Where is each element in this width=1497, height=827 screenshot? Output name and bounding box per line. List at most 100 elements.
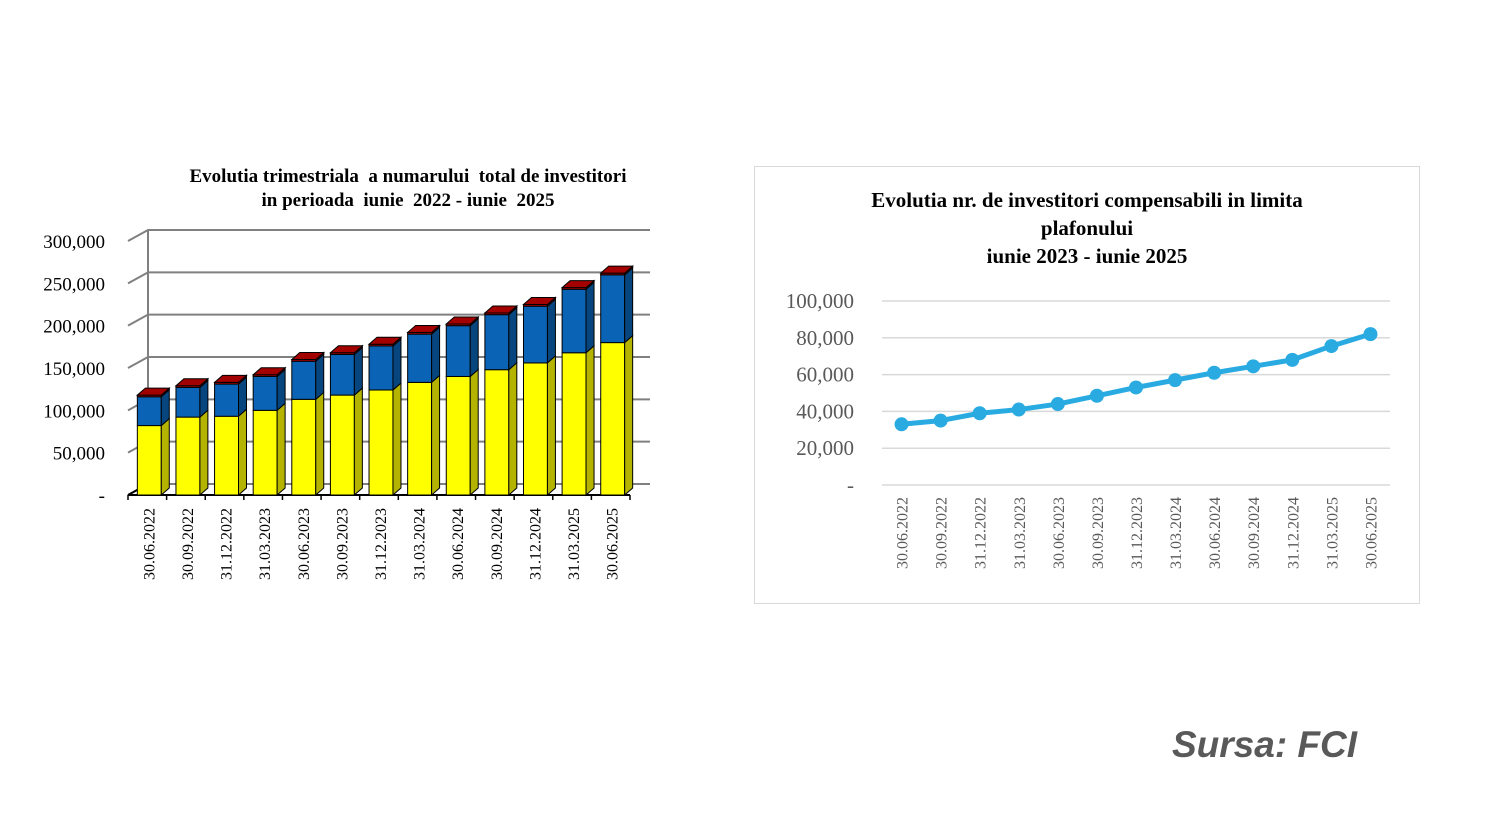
stacked-bar-chart: Evolutia trimestriala a numarului total … bbox=[43, 166, 650, 580]
bar-side-1 bbox=[508, 361, 518, 497]
bar-segment-1 bbox=[561, 352, 587, 496]
x-tick-label: 30.09.2022 bbox=[180, 508, 197, 580]
data-point bbox=[1168, 373, 1183, 388]
bar-side-2 bbox=[508, 306, 518, 371]
chart1-title-line2: in perioada iunie 2022 - iunie 2025 bbox=[262, 190, 555, 211]
line-chart: Evolutia nr. de investitori compensabili… bbox=[786, 188, 1390, 569]
bar-segment-1 bbox=[445, 375, 471, 496]
bar-segment-2 bbox=[329, 353, 355, 396]
x-tick-label: 31.12.2024 bbox=[527, 508, 544, 580]
x-tick-label: 30.06.2022 bbox=[141, 508, 158, 580]
x-tick-label: 31.03.2023 bbox=[1012, 497, 1029, 569]
chart1-title-line1: Evolutia trimestriala a numarului total … bbox=[190, 166, 627, 187]
bar-segment-1 bbox=[252, 409, 278, 496]
bar-segment-2 bbox=[445, 325, 471, 377]
bar-segment-1 bbox=[600, 342, 626, 496]
bar-side-2 bbox=[315, 353, 325, 401]
x-tick-label: 30.09.2024 bbox=[1246, 497, 1263, 569]
bar-side-2 bbox=[624, 266, 634, 344]
bar-segment-2 bbox=[600, 274, 626, 344]
bar-side-1 bbox=[238, 408, 248, 497]
bar-side-1 bbox=[276, 402, 286, 497]
bar-segment-1 bbox=[484, 369, 510, 496]
y-tick-label: 60,000 bbox=[796, 363, 854, 387]
y-tick-label: 100,000 bbox=[43, 401, 105, 422]
bar-top bbox=[522, 297, 557, 305]
bar-side-1 bbox=[353, 386, 363, 497]
data-point bbox=[1050, 397, 1065, 412]
x-tick-label: 31.03.2023 bbox=[257, 508, 274, 580]
bar-side-2 bbox=[546, 298, 556, 365]
bar-top bbox=[251, 367, 287, 376]
data-point bbox=[1129, 380, 1143, 395]
bar-segment-2 bbox=[561, 288, 587, 354]
bar-segment-2 bbox=[522, 305, 548, 364]
bar-segment-2 bbox=[484, 314, 510, 371]
x-tick-label: 31.03.2025 bbox=[1324, 497, 1341, 569]
bar-top bbox=[329, 345, 364, 354]
x-tick-label: 30.06.2025 bbox=[605, 508, 622, 580]
y-tick-label: 80,000 bbox=[796, 326, 854, 350]
x-tick-label: 30.09.2023 bbox=[334, 508, 351, 580]
bar-segment-2 bbox=[291, 360, 317, 400]
data-point bbox=[1207, 365, 1222, 380]
x-tick-label: 30.09.2022 bbox=[934, 497, 951, 569]
x-tick-label: 30.06.2025 bbox=[1363, 497, 1380, 569]
bar-side-1 bbox=[624, 334, 634, 497]
data-point bbox=[1246, 359, 1261, 374]
chart2-title-line3: iunie 2023 - iunie 2025 bbox=[987, 244, 1188, 268]
x-tick-label: 31.12.2022 bbox=[219, 508, 236, 580]
y-tick-label: - bbox=[99, 486, 105, 507]
bar-segment-2 bbox=[368, 345, 394, 391]
bar-segment-1 bbox=[329, 394, 355, 496]
x-tick-label: 30.06.2023 bbox=[1051, 497, 1068, 569]
x-tick-label: 31.12.2023 bbox=[1129, 497, 1146, 569]
y-tick-label: 50,000 bbox=[53, 444, 105, 465]
bar-segment-1 bbox=[407, 381, 433, 496]
bar-top bbox=[444, 316, 480, 325]
y-tick-label: 250,000 bbox=[43, 274, 105, 295]
bar-segment-1 bbox=[214, 415, 240, 496]
x-tick-label: 31.12.2022 bbox=[973, 497, 990, 569]
bar-side-1 bbox=[469, 368, 479, 497]
y-tick-label: - bbox=[847, 473, 854, 497]
bar-side-2 bbox=[353, 346, 363, 397]
x-tick-label: 31.12.2023 bbox=[373, 508, 390, 580]
bar-top bbox=[406, 324, 441, 333]
bar-top bbox=[483, 305, 519, 314]
bar-segment-2 bbox=[136, 396, 162, 427]
bar-side-1 bbox=[199, 409, 209, 497]
y-tick-label: 300,000 bbox=[43, 232, 105, 253]
data-point bbox=[1089, 388, 1104, 403]
bar-segment-1 bbox=[522, 362, 548, 496]
bar-side-1 bbox=[315, 391, 325, 497]
x-tick-label: 30.06.2024 bbox=[450, 508, 467, 580]
data-point bbox=[1285, 352, 1300, 367]
bar-side-2 bbox=[585, 281, 595, 354]
gridline bbox=[127, 229, 650, 242]
bar-segment-1 bbox=[136, 425, 162, 496]
x-tick-label: 30.09.2023 bbox=[1090, 497, 1107, 569]
data-point bbox=[894, 417, 909, 432]
data-point bbox=[972, 406, 987, 421]
x-tick-label: 30.09.2024 bbox=[489, 508, 506, 580]
bar-side-1 bbox=[585, 344, 595, 497]
data-point bbox=[933, 413, 948, 428]
chart2-title-line1: Evolutia nr. de investitori compensabili… bbox=[871, 188, 1303, 212]
bar-top bbox=[367, 336, 403, 345]
data-point bbox=[1011, 402, 1026, 417]
x-tick-label: 30.06.2024 bbox=[1207, 497, 1224, 569]
bar-top bbox=[213, 374, 248, 383]
bar-top bbox=[599, 265, 634, 274]
bar-side-2 bbox=[431, 326, 441, 384]
bar-side-1 bbox=[392, 381, 402, 497]
y-tick-label: 20,000 bbox=[796, 436, 854, 460]
bar-top bbox=[290, 352, 326, 361]
data-point bbox=[1324, 339, 1339, 354]
bar-segment-2 bbox=[175, 386, 201, 418]
bar-segment-1 bbox=[291, 398, 317, 496]
bar-side-1 bbox=[160, 417, 170, 497]
chart2-title-line2: plafonului bbox=[1041, 216, 1133, 240]
y-tick-label: 150,000 bbox=[43, 359, 105, 380]
source-label: Sursa: FCI bbox=[1172, 724, 1358, 765]
